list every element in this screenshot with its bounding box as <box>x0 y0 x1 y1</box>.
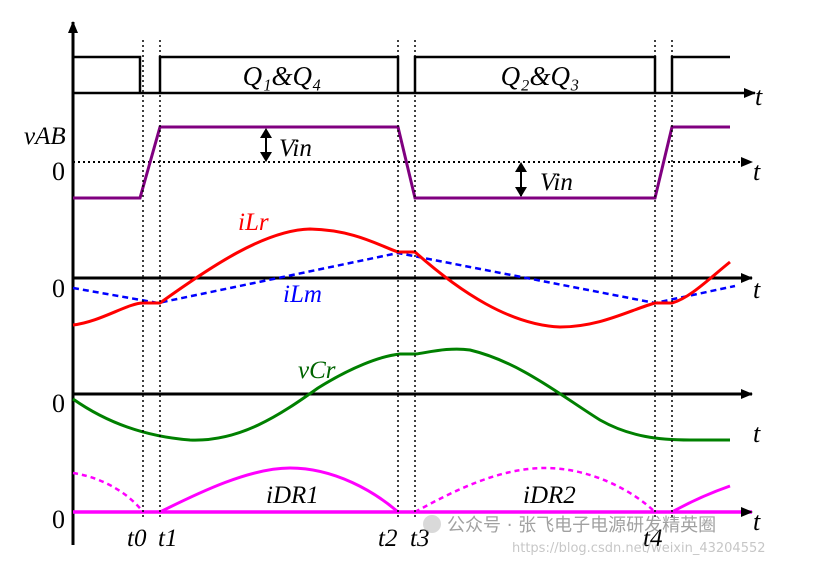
vin-arrow-top-head-up <box>260 128 272 138</box>
ilm-label: iLm <box>283 281 322 308</box>
time-mark-t0: t0 <box>127 525 147 552</box>
idr2-label: iDR2 <box>523 482 576 509</box>
watermark-url: https://blog.csdn.net/weixin_43204552 <box>512 541 766 556</box>
vcr-axis-t-label: t <box>753 419 761 448</box>
diode-current-row: iDR1 iDR2 0 t <box>52 466 761 536</box>
vin-label-top: Vin <box>279 135 312 162</box>
time-mark-t4: t4 <box>643 525 662 552</box>
idr1-label: iDR1 <box>266 482 319 509</box>
vab-label: vAB <box>24 123 66 150</box>
vin-label-bottom: Vin <box>540 169 573 196</box>
current-axis-t-label: t <box>753 275 761 304</box>
gate-label-q1q4: Q₁&Q₄ <box>243 61 322 91</box>
wechat-icon <box>423 515 441 533</box>
gate-next-pulse <box>670 55 730 93</box>
idr1-next <box>671 484 731 514</box>
vab-zero-label: 0 <box>52 157 65 186</box>
vin-arrow-bottom-head-down <box>515 187 527 197</box>
gate-axis-t-label: t <box>755 82 763 111</box>
idr2-dashed-first <box>72 471 144 513</box>
vab-axis-t-label: t <box>753 157 761 186</box>
watermark-text: 公众号 · 张飞电子电源研发精英圈 <box>447 515 716 536</box>
vin-arrow-bottom-head-up <box>515 162 527 172</box>
ilr-label: iLr <box>238 209 269 236</box>
gate-label-q2q3: Q₂&Q₃ <box>501 61 580 91</box>
time-mark-t2: t2 <box>378 525 397 552</box>
vcr-waveform <box>72 347 730 442</box>
current-zero-label: 0 <box>52 274 65 303</box>
gate-signal-row: Q₁&Q₄ Q₂&Q₃ t <box>71 55 763 111</box>
vcr-row: vCr 0 t <box>52 347 761 448</box>
gate-q1q4-pulse <box>71 55 142 93</box>
time-mark-t1: t1 <box>158 525 177 552</box>
vcr-zero-label: 0 <box>52 389 65 418</box>
vab-waveform <box>73 125 730 200</box>
vcr-label: vCr <box>298 357 336 384</box>
vab-row: Vin Vin vAB 0 t <box>24 123 761 200</box>
vin-arrow-top-head-down <box>260 152 272 162</box>
idr1-waveform <box>159 466 399 514</box>
idr2-waveform <box>414 466 656 514</box>
watermark: 公众号 · 张飞电子电源研发精英圈 https://blog.csdn.net/… <box>423 515 766 556</box>
time-mark-t3: t3 <box>410 525 429 552</box>
diode-zero-label: 0 <box>52 505 65 534</box>
diode-axis-t-label: t <box>753 507 761 536</box>
